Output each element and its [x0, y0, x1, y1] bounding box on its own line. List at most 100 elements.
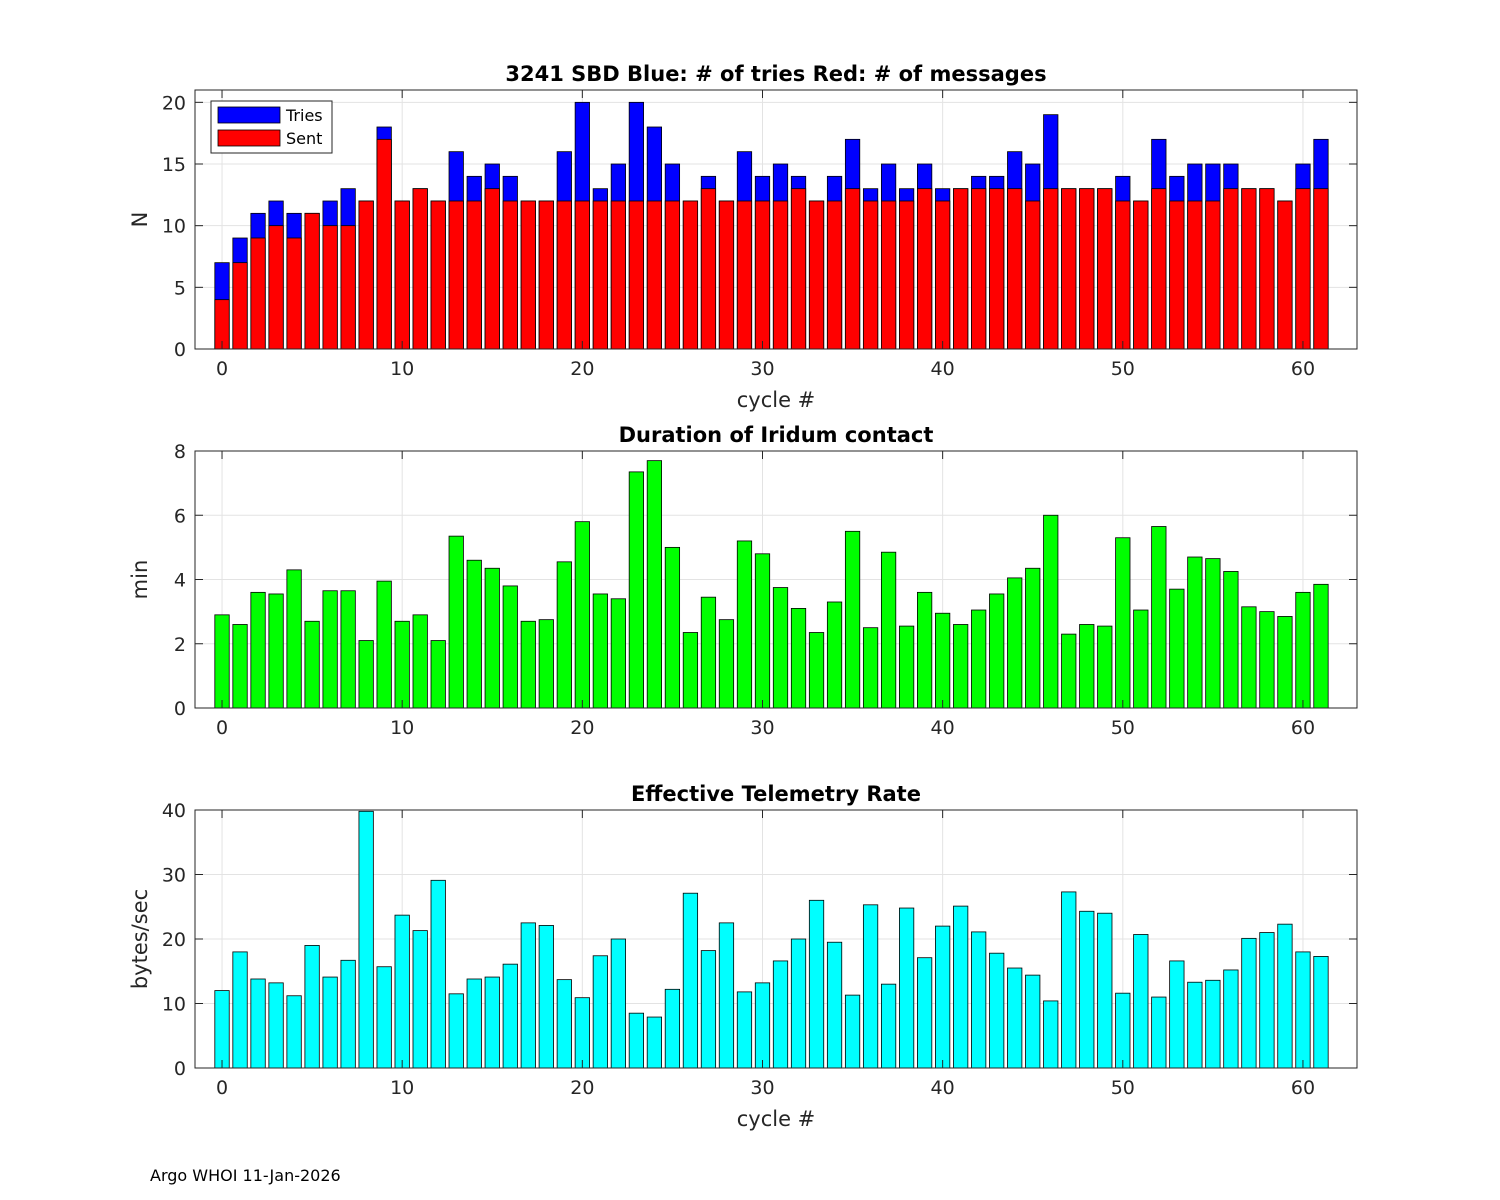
bar-10 [394, 620, 410, 709]
bar-53 [1169, 588, 1185, 709]
bar-4 [286, 569, 302, 709]
y-tick-label: 4 [174, 570, 186, 592]
bar-sent-16 [502, 200, 518, 350]
bar-sent-41 [953, 188, 969, 350]
legend-label-tries: Tries [285, 106, 323, 125]
bar-sent-14 [466, 200, 482, 350]
x-tick-label: 50 [1111, 717, 1135, 739]
bar-21 [592, 593, 608, 709]
x-tick-label: 20 [570, 717, 594, 739]
bar-29 [736, 540, 753, 709]
bar-7 [340, 959, 356, 1069]
bar-0 [214, 614, 230, 709]
bar-30 [754, 982, 771, 1069]
bar-9 [376, 580, 392, 709]
bar-2 [250, 591, 266, 709]
bar-sent-29 [736, 200, 753, 350]
bar-sent-3 [268, 225, 284, 350]
y-axis-label: min [128, 560, 152, 600]
x-tick-label: 0 [216, 1077, 228, 1099]
x-tick-label: 60 [1291, 358, 1315, 380]
y-tick-label: 0 [174, 698, 186, 720]
bar-0 [214, 990, 230, 1069]
bar-38 [899, 907, 915, 1069]
bar-45 [1025, 567, 1041, 709]
x-tick-label: 50 [1111, 1077, 1135, 1099]
bar-8 [358, 810, 374, 1069]
bar-sent-53 [1169, 200, 1185, 350]
bar-sent-30 [754, 200, 771, 350]
bar-sent-25 [664, 200, 681, 350]
y-tick-label: 15 [162, 154, 186, 176]
bar-29 [736, 991, 753, 1069]
bar-22 [610, 938, 626, 1069]
y-axis-label: bytes/sec [128, 889, 152, 989]
bar-sent-45 [1025, 200, 1041, 350]
bar-sent-50 [1115, 200, 1131, 350]
bar-sent-44 [1007, 188, 1023, 350]
bar-50 [1115, 992, 1131, 1069]
bar-61 [1313, 956, 1329, 1069]
bar-sent-48 [1079, 188, 1095, 350]
bar-21 [592, 955, 608, 1069]
chart-title: Duration of Iridum contact [619, 423, 934, 447]
bar-16 [502, 963, 518, 1069]
bar-55 [1205, 979, 1221, 1069]
bar-43 [989, 952, 1005, 1069]
bar-47 [1061, 891, 1077, 1069]
bar-48 [1079, 910, 1095, 1069]
bar-44 [1007, 967, 1023, 1069]
bar-57 [1241, 937, 1257, 1069]
bar-sent-35 [844, 188, 861, 350]
bar-sent-31 [772, 200, 789, 350]
y-tick-label: 2 [174, 634, 186, 656]
bar-15 [484, 976, 500, 1069]
bar-17 [520, 620, 536, 709]
bar-58 [1259, 932, 1275, 1069]
bar-13 [448, 535, 464, 709]
bar-47 [1061, 633, 1077, 709]
x-tick-label: 10 [390, 717, 414, 739]
bar-sent-51 [1133, 200, 1149, 350]
bar-12 [430, 879, 446, 1069]
bar-44 [1007, 577, 1023, 709]
axes-frame [194, 89, 1358, 350]
bar-sent-39 [917, 188, 933, 350]
bar-sent-52 [1151, 188, 1167, 350]
bar-sent-34 [826, 200, 843, 350]
y-tick-label: 0 [174, 1058, 186, 1080]
bar-40 [935, 612, 951, 709]
bar-sent-2 [250, 237, 266, 350]
bar-sent-28 [718, 200, 735, 350]
bar-14 [466, 559, 482, 709]
bar-20 [574, 521, 590, 709]
bar-2 [250, 978, 266, 1069]
bar-sent-61 [1313, 188, 1329, 350]
footer-credit: Argo WHOI 11-Jan-2026 [150, 1166, 341, 1185]
bar-sent-23 [628, 200, 644, 350]
bar-sent-22 [610, 200, 626, 350]
bar-5 [304, 945, 320, 1069]
bar-58 [1259, 611, 1275, 709]
bar-42 [971, 931, 987, 1069]
bar-sent-60 [1295, 188, 1311, 350]
bar-13 [448, 993, 464, 1069]
chart-panel-3: 0 10 20 30 40 50 60 0 10 20 30 40 Effective Telemetr… [128, 782, 1358, 1131]
legend-label-sent: Sent [286, 129, 322, 148]
bar-sent-59 [1277, 200, 1293, 350]
chart-panel-2: 0 10 20 30 40 50 60 0 2 4 6 8 Duration of Iridum con… [128, 423, 1358, 739]
bar-sent-54 [1187, 200, 1203, 350]
bar-15 [484, 567, 500, 709]
x-tick-label: 60 [1291, 1077, 1315, 1099]
chart-panel-1: 0 10 20 30 40 50 60 0 5 10 15 20 3241 SBD Blue: # of… [128, 62, 1358, 412]
bar-26 [682, 632, 699, 709]
bar-23 [628, 1012, 644, 1069]
y-tick-label: 40 [162, 800, 186, 822]
bar-30 [754, 553, 771, 709]
bar-54 [1187, 556, 1203, 709]
bar-34 [826, 941, 843, 1069]
y-tick-label: 8 [174, 441, 186, 463]
bar-sent-37 [880, 200, 897, 350]
x-tick-label: 30 [750, 1077, 774, 1099]
bar-3 [268, 982, 284, 1069]
